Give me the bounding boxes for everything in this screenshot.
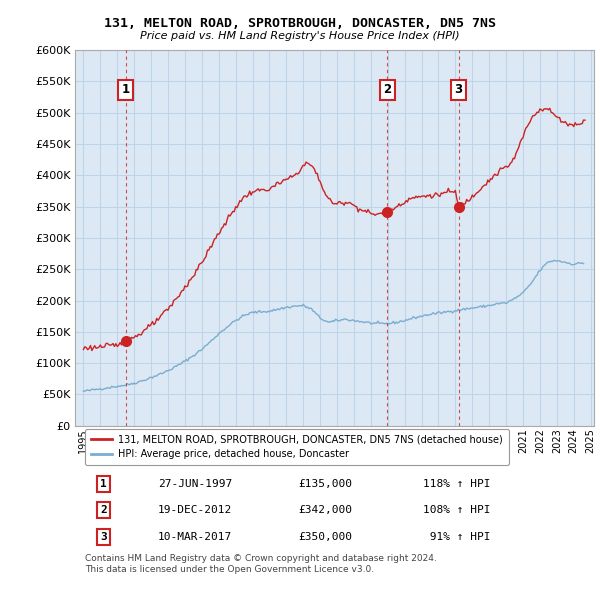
Text: 1: 1 <box>121 83 130 96</box>
Text: 2: 2 <box>100 506 107 516</box>
Text: 108% ↑ HPI: 108% ↑ HPI <box>423 506 490 516</box>
Text: Price paid vs. HM Land Registry's House Price Index (HPI): Price paid vs. HM Land Registry's House … <box>140 31 460 41</box>
Text: 2: 2 <box>383 83 391 96</box>
Text: 27-JUN-1997: 27-JUN-1997 <box>158 478 232 489</box>
Text: Contains HM Land Registry data © Crown copyright and database right 2024.
This d: Contains HM Land Registry data © Crown c… <box>85 554 437 573</box>
Text: £342,000: £342,000 <box>298 506 352 516</box>
Text: 91% ↑ HPI: 91% ↑ HPI <box>423 532 490 542</box>
Text: £135,000: £135,000 <box>298 478 352 489</box>
Text: 10-MAR-2017: 10-MAR-2017 <box>158 532 232 542</box>
Legend: 131, MELTON ROAD, SPROTBROUGH, DONCASTER, DN5 7NS (detached house), HPI: Average: 131, MELTON ROAD, SPROTBROUGH, DONCASTER… <box>85 429 509 465</box>
Text: 118% ↑ HPI: 118% ↑ HPI <box>423 478 490 489</box>
Text: 3: 3 <box>455 83 463 96</box>
Text: 19-DEC-2012: 19-DEC-2012 <box>158 506 232 516</box>
Text: 1: 1 <box>100 478 107 489</box>
Text: 3: 3 <box>100 532 107 542</box>
Text: 131, MELTON ROAD, SPROTBROUGH, DONCASTER, DN5 7NS: 131, MELTON ROAD, SPROTBROUGH, DONCASTER… <box>104 17 496 30</box>
Text: £350,000: £350,000 <box>298 532 352 542</box>
